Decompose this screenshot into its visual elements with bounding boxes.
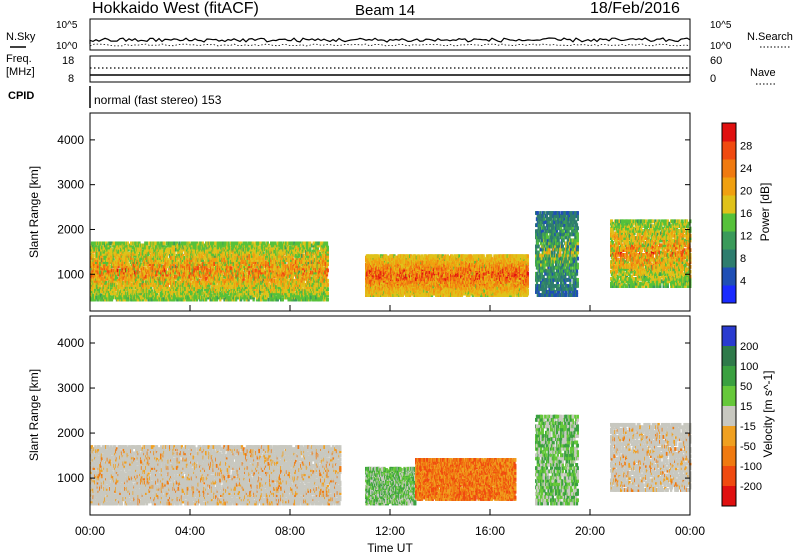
noise-tick-top-right: 10^5 <box>710 20 732 31</box>
cpid-label: CPID <box>8 90 34 102</box>
data-cell <box>228 241 230 245</box>
radar-summary-plot: Hokkaido West (fitACF) Beam 14 18/Feb/20… <box>0 0 800 554</box>
data-cell <box>93 254 95 258</box>
noise-panel: N.Sky 10^5 10^0 10^5 10^0 N.Search <box>6 19 793 52</box>
nave-tick-bottom: 0 <box>710 73 716 85</box>
noise-tick-bottom-left: 10^0 <box>56 41 78 52</box>
date-title: 18/Feb/2016 <box>590 0 680 17</box>
noise-panel-frame <box>90 19 690 50</box>
freq-panel-frame <box>90 56 690 82</box>
cpid-text: normal (fast stereo) 153 <box>94 93 222 107</box>
noise-sky-trace <box>90 38 690 44</box>
power-data <box>90 211 691 301</box>
noise-traces <box>90 38 690 46</box>
noise-sky-label: N.Sky <box>6 31 36 43</box>
noise-tick-top-left: 10^5 <box>56 20 78 31</box>
freq-label-line1: Freq. <box>6 53 32 65</box>
data-cell <box>163 241 165 245</box>
noise-search-label: N.Search <box>747 31 793 43</box>
noise-search-trace <box>90 44 690 46</box>
freq-panel: Freq. [MHz] 18 8 60 0 Nave <box>6 53 776 85</box>
freq-label-line2: [MHz] <box>6 66 35 78</box>
freq-tick-bottom: 8 <box>68 73 74 85</box>
cpid-panel: CPID normal (fast stereo) 153 <box>8 86 222 108</box>
beam-title: Beam 14 <box>355 2 415 19</box>
data-cell <box>146 241 148 245</box>
nave-tick-top: 60 <box>710 55 722 67</box>
station-title: Hokkaido West (fitACF) <box>92 0 259 17</box>
noise-tick-bottom-right: 10^0 <box>710 41 732 52</box>
nave-label: Nave <box>750 67 776 79</box>
freq-tick-top: 18 <box>62 55 74 67</box>
